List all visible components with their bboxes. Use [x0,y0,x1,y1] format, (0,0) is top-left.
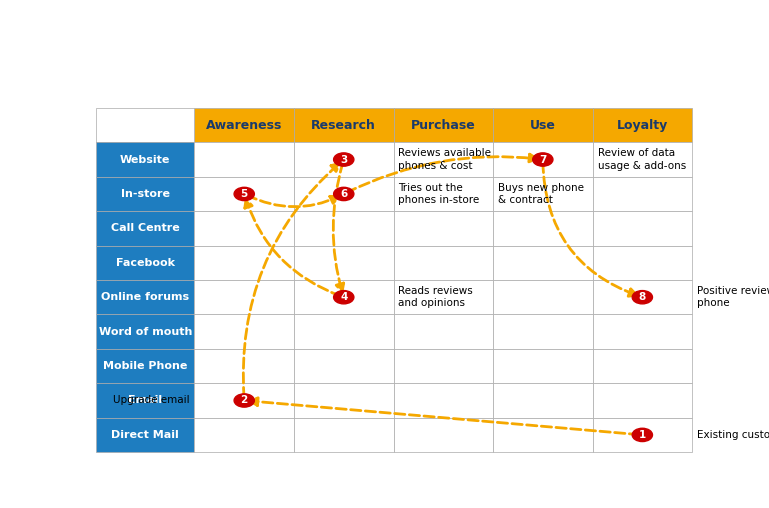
FancyBboxPatch shape [394,142,493,177]
FancyBboxPatch shape [493,211,593,245]
FancyBboxPatch shape [195,349,294,383]
Text: Buys new phone
& contract: Buys new phone & contract [498,183,584,205]
FancyBboxPatch shape [96,314,195,349]
Circle shape [632,291,652,304]
Text: 2: 2 [241,396,248,405]
FancyBboxPatch shape [96,418,195,452]
FancyBboxPatch shape [294,349,394,383]
FancyBboxPatch shape [96,108,195,142]
FancyBboxPatch shape [394,314,493,349]
FancyBboxPatch shape [493,245,593,280]
FancyBboxPatch shape [195,280,294,314]
FancyBboxPatch shape [493,418,593,452]
FancyBboxPatch shape [195,177,294,211]
Text: Online forums: Online forums [102,292,189,302]
Text: Use: Use [530,118,556,132]
Text: Tries out the
phones in-store: Tries out the phones in-store [398,183,480,205]
FancyBboxPatch shape [195,245,294,280]
Text: Review of data
usage & add-ons: Review of data usage & add-ons [598,148,686,171]
FancyBboxPatch shape [294,211,394,245]
FancyBboxPatch shape [493,349,593,383]
FancyBboxPatch shape [593,177,692,211]
FancyBboxPatch shape [493,383,593,418]
FancyBboxPatch shape [593,280,692,314]
Text: 8: 8 [639,292,646,302]
Circle shape [334,153,354,166]
Text: Mobile Phone: Mobile Phone [103,361,188,371]
Circle shape [234,394,255,407]
FancyBboxPatch shape [195,314,294,349]
FancyBboxPatch shape [593,314,692,349]
Text: Website: Website [120,154,171,165]
FancyBboxPatch shape [493,108,593,142]
FancyBboxPatch shape [593,349,692,383]
FancyBboxPatch shape [394,245,493,280]
FancyBboxPatch shape [96,349,195,383]
Text: Email: Email [128,396,162,405]
Text: Positive review of
phone: Positive review of phone [697,286,769,308]
Text: 3: 3 [340,154,348,165]
Text: Reviews available
phones & cost: Reviews available phones & cost [398,148,491,171]
FancyBboxPatch shape [493,314,593,349]
Text: Research: Research [311,118,376,132]
FancyBboxPatch shape [394,418,493,452]
FancyBboxPatch shape [294,418,394,452]
FancyBboxPatch shape [394,211,493,245]
Text: In-store: In-store [121,189,170,199]
Text: Facebook: Facebook [116,258,175,268]
Text: Purchase: Purchase [411,118,476,132]
FancyBboxPatch shape [96,177,195,211]
FancyBboxPatch shape [294,314,394,349]
Text: 5: 5 [241,189,248,199]
FancyBboxPatch shape [394,108,493,142]
Text: Direct Mail: Direct Mail [112,430,179,440]
FancyBboxPatch shape [96,280,195,314]
Text: Existing customer: Existing customer [697,430,769,440]
Circle shape [334,187,354,201]
FancyBboxPatch shape [294,108,394,142]
FancyBboxPatch shape [593,108,692,142]
FancyBboxPatch shape [593,418,692,452]
Text: Reads reviews
and opinions: Reads reviews and opinions [398,286,473,308]
FancyBboxPatch shape [294,177,394,211]
Text: Upgrade email: Upgrade email [113,396,189,405]
FancyBboxPatch shape [195,383,294,418]
Text: 4: 4 [340,292,348,302]
FancyBboxPatch shape [294,142,394,177]
FancyBboxPatch shape [394,177,493,211]
FancyBboxPatch shape [593,142,692,177]
Text: Call Centre: Call Centre [111,224,180,233]
Circle shape [632,428,652,441]
FancyBboxPatch shape [493,142,593,177]
FancyBboxPatch shape [195,142,294,177]
FancyBboxPatch shape [493,177,593,211]
FancyBboxPatch shape [294,245,394,280]
FancyBboxPatch shape [294,383,394,418]
Text: Awareness: Awareness [206,118,282,132]
Circle shape [533,153,553,166]
FancyBboxPatch shape [394,383,493,418]
FancyBboxPatch shape [394,349,493,383]
FancyBboxPatch shape [593,245,692,280]
Text: Word of mouth: Word of mouth [98,327,192,337]
Circle shape [334,291,354,304]
Text: 7: 7 [539,154,547,165]
FancyBboxPatch shape [593,383,692,418]
FancyBboxPatch shape [96,142,195,177]
Text: 6: 6 [340,189,348,199]
Text: Loyalty: Loyalty [617,118,668,132]
FancyBboxPatch shape [493,280,593,314]
Text: 1: 1 [639,430,646,440]
FancyBboxPatch shape [96,383,195,418]
FancyBboxPatch shape [195,211,294,245]
FancyBboxPatch shape [294,280,394,314]
FancyBboxPatch shape [195,418,294,452]
FancyBboxPatch shape [96,245,195,280]
FancyBboxPatch shape [593,211,692,245]
FancyBboxPatch shape [394,280,493,314]
FancyBboxPatch shape [195,108,294,142]
Circle shape [234,187,255,201]
FancyBboxPatch shape [96,211,195,245]
